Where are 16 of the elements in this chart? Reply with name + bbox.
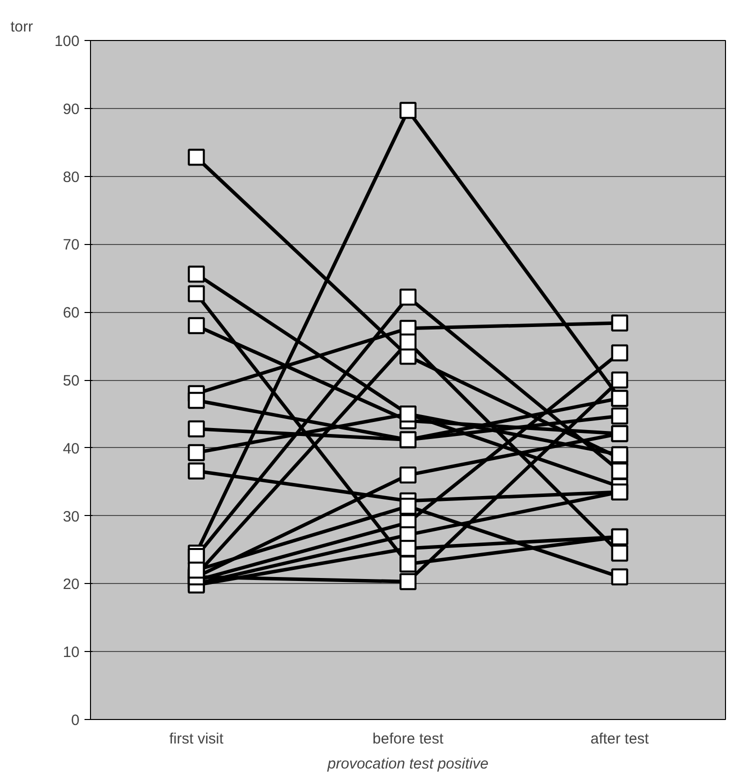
y-tick-label: 10 [62, 644, 80, 662]
x-tick-label: before test [372, 730, 444, 748]
y-tick-label: 70 [62, 236, 80, 254]
y-axis-title: torr [10, 18, 34, 36]
y-tick-label: 100 [54, 33, 80, 50]
y-tick-label: 30 [62, 508, 80, 526]
y-tick-label: 90 [62, 100, 80, 118]
y-tick-label: 60 [62, 304, 80, 322]
x-axis-title: provocation test positive [326, 756, 488, 772]
y-tick-label: 40 [62, 440, 80, 458]
y-tick-label: 50 [62, 372, 80, 390]
x-tick-label: first visit [169, 730, 224, 748]
y-tick-label: 20 [62, 576, 80, 594]
x-tick-label: after test [590, 730, 650, 748]
y-tick-label: 0 [71, 712, 80, 729]
y-tick-label: 80 [62, 168, 80, 186]
